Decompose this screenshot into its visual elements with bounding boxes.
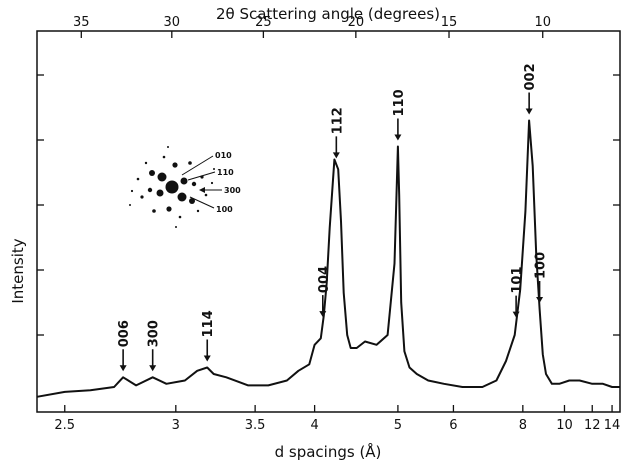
annotation-arrow-head [203,355,211,362]
inset-dot [177,192,187,202]
bottom-tick-label: 4 [310,418,318,433]
annotation-arrow-head [119,365,127,372]
peak-annotations: 006 300 114 004 112 110 101 002 100 [117,63,549,372]
inset-dot [162,155,166,159]
inset-dot [189,198,195,204]
inset-dot [172,162,178,168]
bottom-axis: 2.5 3 3.5 4 5 6 8 10 12 14 [54,405,620,433]
bottom-tick-label: 3.5 [245,418,266,433]
inset-dot [166,206,172,212]
inset-dots [129,146,215,228]
inset-label-010: 010 [215,151,232,160]
peak-annotation: 100 [534,252,549,303]
top-tick-label: 20 [348,15,365,30]
inset-dot [130,189,134,193]
peak-annotation: 002 [523,63,538,115]
annotation-label: 110 [392,89,407,116]
inset-dot [210,181,214,185]
annotation-label: 100 [534,252,549,279]
top-tick-label: 25 [255,15,272,30]
inset-dot [167,146,169,148]
peak-annotation: 101 [510,266,525,318]
bottom-tick-label: 6 [449,418,457,433]
annotation-label: 101 [510,266,525,293]
annotation-label: 114 [201,310,216,337]
inset-dot [140,195,144,199]
inset-dot [165,180,179,194]
annotation-arrow-head [149,365,157,372]
inset-dot [196,209,200,213]
peak-annotation: 110 [392,89,407,141]
bottom-tick-label: 8 [519,418,527,433]
inset-pointer-110 [187,171,216,181]
inset-pointer-100 [189,196,215,209]
inset-dot [152,209,156,213]
inset-label-100: 100 [216,205,233,214]
annotation-label: 004 [317,266,332,293]
inset-dot [129,204,131,206]
inset-dot [175,226,177,228]
inset-dot [157,172,167,182]
peak-annotation: 114 [201,310,216,362]
top-axis: 3530252015105 [73,15,551,38]
inset-dot [178,215,182,219]
annotation-arrow-head [536,297,544,303]
top-axis-title: 2θ Scattering angle (degrees) [216,5,440,23]
inset-dot [204,193,208,197]
inset-dot [144,161,148,165]
peak-annotation: 004 [317,266,332,318]
inset-pointer-010 [181,155,214,176]
intensity-trace [36,119,620,398]
top-tick-label: 10 [534,15,551,30]
annotation-arrow-head [319,311,327,318]
inset-arrowhead-300 [199,187,205,193]
inset-label-110: 110 [217,168,234,177]
bottom-tick-label: 12 [584,418,601,433]
annotation-arrow-head [394,134,402,141]
inset-dot [156,189,164,197]
right-axis [613,74,620,336]
inset-dot [149,170,155,176]
y-axis-title: Intensity [9,238,27,303]
peak-annotation: 112 [330,107,345,159]
annotation-label: 300 [147,320,162,347]
inset-label-300: 300 [224,186,241,195]
inset-dot [147,187,153,193]
peak-annotation: 300 [147,320,162,372]
left-axis [37,74,44,336]
annotation-arrow-head [332,152,340,159]
top-tick-label: 15 [441,15,458,30]
annotation-label: 112 [330,107,345,134]
bottom-tick-label: 10 [556,418,573,433]
top-tick-label: 30 [164,15,181,30]
top-tick-label: 35 [73,15,90,30]
annotation-arrow-head [525,108,533,115]
plot-frame [36,30,621,413]
annotation-label: 002 [523,63,538,90]
inset-dot [136,177,140,181]
bottom-tick-label: 3 [172,418,180,433]
inset-dot [188,161,192,165]
inset-dot [213,168,215,170]
bottom-tick-label: 14 [604,418,621,433]
bottom-axis-title: d spacings (Å) [275,442,382,461]
inset-dot [180,177,188,185]
bottom-tick-label: 5 [394,418,402,433]
bottom-tick-label: 2.5 [54,418,75,433]
diffraction-pattern-inset: 010 110 300 100 [129,146,241,228]
annotation-arrow-head [512,311,520,318]
inset-dot [191,181,197,187]
annotation-label: 006 [117,320,132,347]
peak-annotation: 006 [117,320,132,372]
